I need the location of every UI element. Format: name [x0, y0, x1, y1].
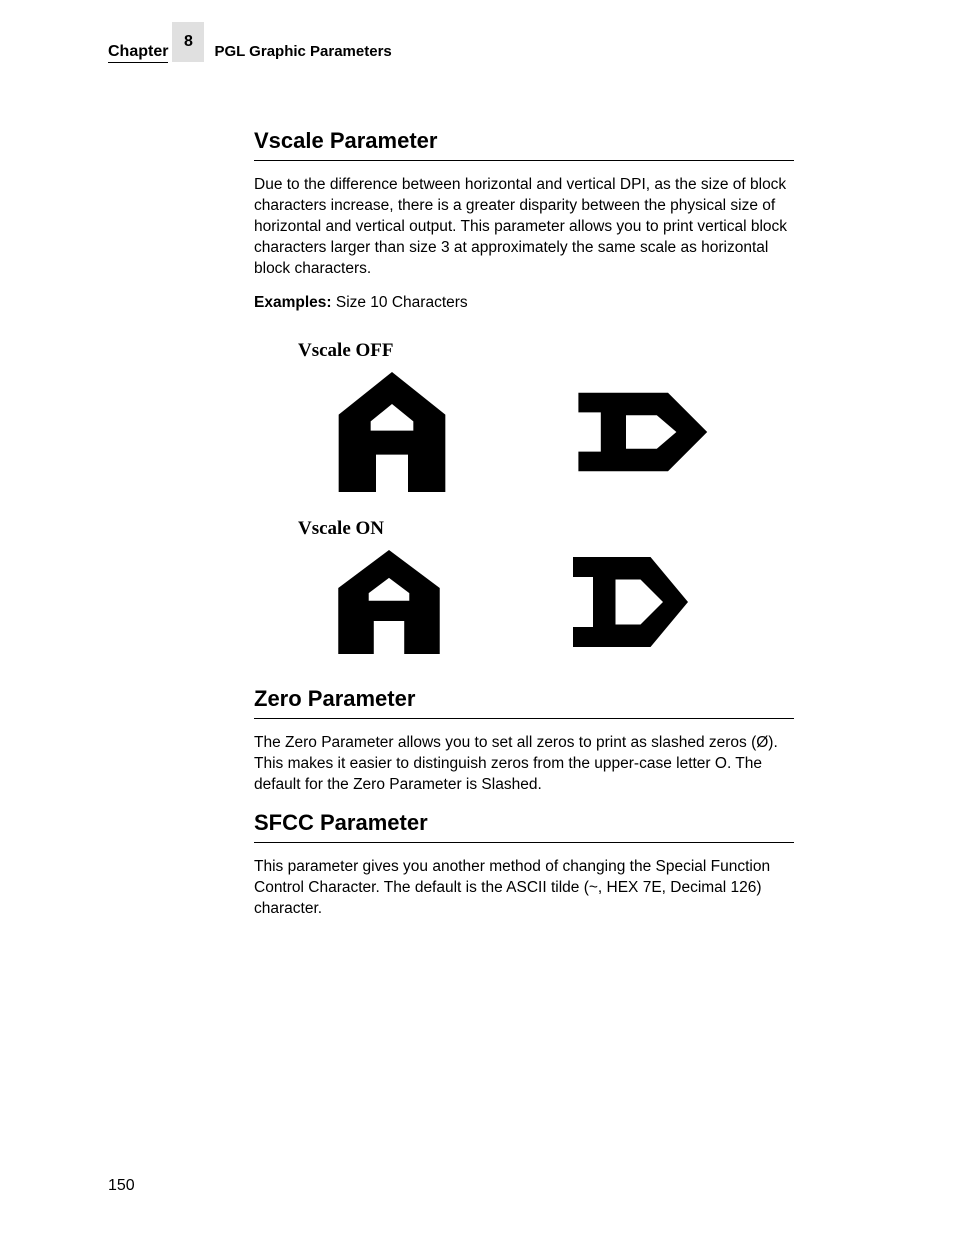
glyph-row-on: [324, 550, 794, 654]
zero-heading: Zero Parameter: [254, 686, 794, 719]
block-a-off-icon: [324, 372, 460, 492]
glyph-row-off: [324, 372, 794, 492]
block-d-off-icon: [570, 392, 710, 472]
section-sfcc: SFCC Parameter This parameter gives you …: [254, 810, 794, 934]
block-d-on-icon: [564, 557, 692, 647]
vscale-on-label: Vscale ON: [298, 518, 794, 540]
vscale-body: Due to the difference between horizontal…: [254, 175, 794, 280]
examples-label: Examples:: [254, 294, 332, 311]
page-number: 150: [108, 1177, 135, 1195]
examples-line: Examples: Size 10 Characters: [254, 294, 794, 312]
chapter-number: 8: [184, 33, 193, 51]
header-title: PGL Graphic Parameters: [214, 43, 391, 60]
vscale-figure: Vscale OFF Vscale ON: [254, 340, 794, 654]
chapter-number-box: 8: [172, 22, 204, 62]
vscale-heading: Vscale Parameter: [254, 128, 794, 161]
vscale-off-label: Vscale OFF: [298, 340, 794, 362]
chapter-label: Chapter: [108, 43, 168, 63]
section-zero: Zero Parameter The Zero Parameter allows…: [254, 686, 794, 810]
examples-text: Size 10 Characters: [332, 294, 468, 311]
section-vscale: Vscale Parameter Due to the difference b…: [254, 128, 794, 686]
page-header: Chapter 8 PGL Graphic Parameters: [108, 32, 392, 72]
sfcc-heading: SFCC Parameter: [254, 810, 794, 843]
block-a-on-icon: [324, 550, 454, 654]
sfcc-body: This parameter gives you another method …: [254, 857, 794, 920]
zero-body: The Zero Parameter allows you to set all…: [254, 733, 794, 796]
